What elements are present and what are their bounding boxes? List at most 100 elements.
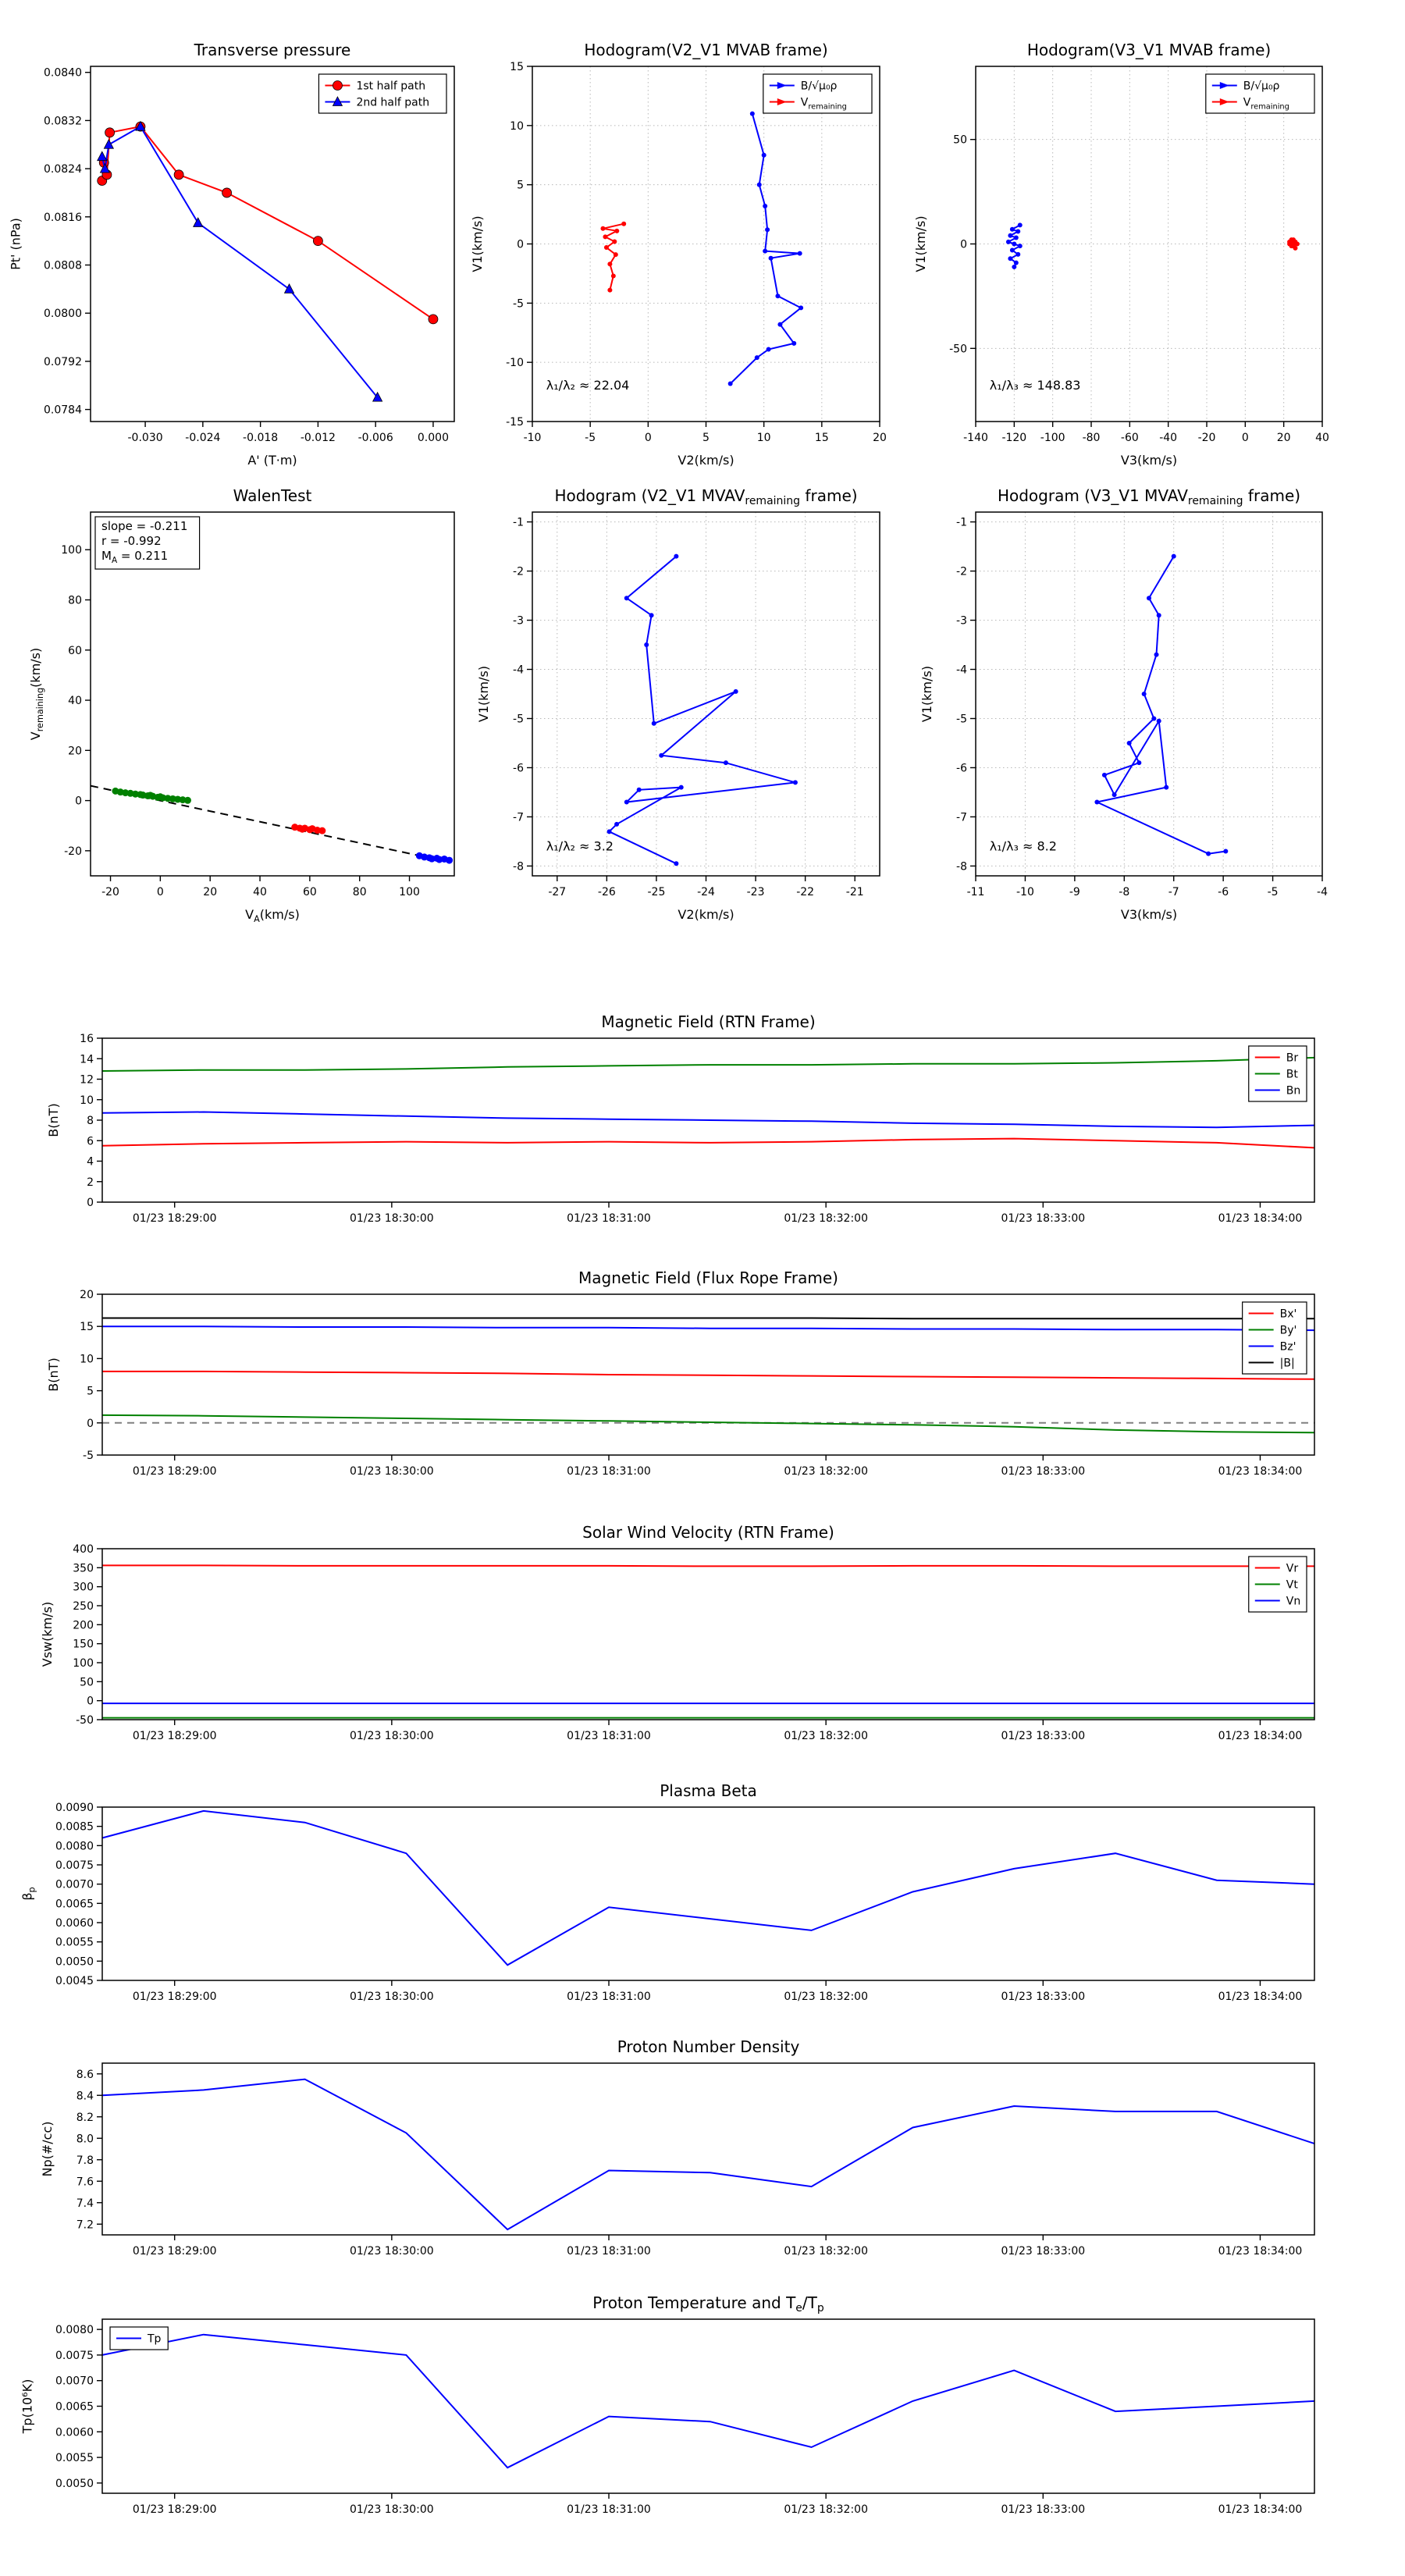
y-tick-label: 8.6 <box>76 2069 94 2081</box>
y-tick-label: 0.0784 <box>44 404 82 417</box>
y-axis-label: βp <box>20 1887 37 1900</box>
marker-dot <box>1206 851 1211 856</box>
chart-title: Magnetic Field (RTN Frame) <box>601 1012 815 1031</box>
marker-dot <box>610 273 616 279</box>
legend-item-0: Tp <box>116 2333 162 2346</box>
x-tick-label: -10 <box>524 432 542 444</box>
marker-triangle <box>135 120 146 131</box>
y-tick-label: 100 <box>73 1657 94 1670</box>
x-tick-label: 01/23 18:32:00 <box>784 2503 868 2516</box>
series-line-0 <box>101 2078 1315 2231</box>
marker-triangle <box>97 151 108 162</box>
marker-dot <box>754 355 759 361</box>
legend-label: Vremaining <box>1243 97 1289 112</box>
x-tick-label: 01/23 18:32:00 <box>784 1991 868 2003</box>
y-tick-label: 0.0816 <box>44 212 82 224</box>
x-tick-label: 0.000 <box>418 432 449 444</box>
marker-circle <box>222 187 232 198</box>
annotation: λ₁/λ₃ ≈ 8.2 <box>990 838 1057 853</box>
marker-dot <box>792 780 798 785</box>
y-tick-label: 5 <box>517 180 524 192</box>
y-tick-label: -10 <box>506 357 524 369</box>
x-tick-label: 0 <box>157 886 164 898</box>
chart-title: Hodogram(V2_V1 MVAB frame) <box>584 41 827 59</box>
y-tick-label: 0.0075 <box>55 2350 94 2362</box>
legend-label: Tp <box>147 2333 162 2346</box>
marker-dot <box>1223 849 1229 854</box>
marker-sdot <box>318 827 326 834</box>
marker-dot <box>1287 241 1293 247</box>
x-tick-label: 01/23 18:31:00 <box>567 1991 651 2003</box>
x-tick-label: 01/23 18:30:00 <box>350 1212 434 1225</box>
chart-solar-wind-velocity: 01/23 18:29:00 01/23 18:30:00 01/23 18:31:… <box>40 1523 1315 1742</box>
marker-circle <box>313 236 323 247</box>
x-tick-label: -80 <box>1083 432 1101 444</box>
stats-line: MA = 0.211 <box>101 549 168 565</box>
annotation: λ₁/λ₂ ≈ 3.2 <box>546 838 614 853</box>
chart-hodogram-v3v1-mvab: -140 -120 -100 -80 -60 -40 -20 0 20 40 -50 0 50 Hodog… <box>913 41 1329 468</box>
x-tick-label: 01/23 18:29:00 <box>133 1730 217 1742</box>
marker-arrow <box>777 82 787 89</box>
marker-dot <box>613 252 618 258</box>
marker-dot <box>1147 596 1151 601</box>
legend-item-1: Bt <box>1254 1069 1298 1081</box>
y-axis-label: B(nT) <box>46 1357 61 1391</box>
x-tick-label: 01/23 18:33:00 <box>1001 2245 1085 2258</box>
x-tick-label: -0.024 <box>185 432 220 444</box>
x-tick-label: 01/23 18:30:00 <box>350 2245 434 2258</box>
x-tick-label: 20 <box>203 886 217 898</box>
x-tick-label: 5 <box>702 432 710 444</box>
x-tick-label: -40 <box>1159 432 1177 444</box>
legend-item-2: By' <box>1248 1325 1297 1337</box>
marker-dot <box>777 322 783 327</box>
marker-dot <box>612 239 617 244</box>
x-tick-label: -10 <box>1016 886 1034 898</box>
x-tick-label: 01/23 18:29:00 <box>133 2245 217 2258</box>
y-tick-label: 0.0832 <box>44 115 82 127</box>
legend-box <box>1205 73 1315 114</box>
x-tick-label: -0.012 <box>301 432 336 444</box>
marker-dot <box>763 248 768 254</box>
y-tick-label: 200 <box>73 1619 94 1631</box>
legend-item-4: |B| <box>1248 1357 1295 1370</box>
marker-dot <box>797 251 802 256</box>
chart-title: WalenTest <box>233 486 312 505</box>
marker-dot <box>1294 241 1300 247</box>
x-tick-label: 01/23 18:29:00 <box>133 2503 217 2516</box>
y-tick-label: 0.0800 <box>44 308 82 320</box>
y-tick-label: 0 <box>517 239 524 251</box>
marker-dot <box>1012 264 1017 269</box>
y-axis-label: Tp(10⁶K) <box>20 2379 35 2435</box>
chart-hodogram-v2v1-mvab: -10 -5 0 5 10 15 20-15-10-5051015Hodogram(V2_V… <box>470 41 887 468</box>
marker-dot <box>1101 772 1107 777</box>
y-tick-label: 16 <box>80 1033 94 1045</box>
series-line-0 <box>101 2333 1315 2469</box>
y-tick-label: 8 <box>87 1115 94 1127</box>
marker-dot <box>621 221 627 226</box>
y-tick-label: 0.0080 <box>55 2324 94 2336</box>
marker-circle <box>105 127 115 138</box>
legend-item-0: B/√μ₀ρ <box>1211 80 1280 93</box>
y-tick-label: 0.0840 <box>44 67 82 80</box>
x-tick-label: 01/23 18:33:00 <box>1001 1465 1085 1478</box>
chart-title: Transverse pressure <box>194 41 351 59</box>
y-tick-label: -2 <box>513 566 524 578</box>
marker-dot <box>1009 226 1015 232</box>
x-tick-label: 01/23 18:29:00 <box>133 1465 217 1478</box>
y-axis-label: V1(km/s) <box>470 215 485 272</box>
y-tick-label: 250 <box>73 1600 94 1613</box>
chart-title: Solar Wind Velocity (RTN Frame) <box>582 1523 834 1542</box>
x-tick-label: -11 <box>967 886 985 898</box>
marker-dot <box>749 111 755 116</box>
x-tick-label: -5 <box>585 432 596 444</box>
legend-label: Vremaining <box>801 97 847 112</box>
y-tick-label: -3 <box>956 615 967 628</box>
marker-dot <box>603 245 609 251</box>
y-tick-label: 150 <box>73 1638 94 1651</box>
marker-arrow <box>777 98 787 105</box>
x-tick-label: 20 <box>873 432 887 444</box>
x-tick-label: -4 <box>1317 886 1328 898</box>
x-tick-label: 0 <box>645 432 652 444</box>
y-axis-label: Np(#/cc) <box>40 2122 55 2177</box>
